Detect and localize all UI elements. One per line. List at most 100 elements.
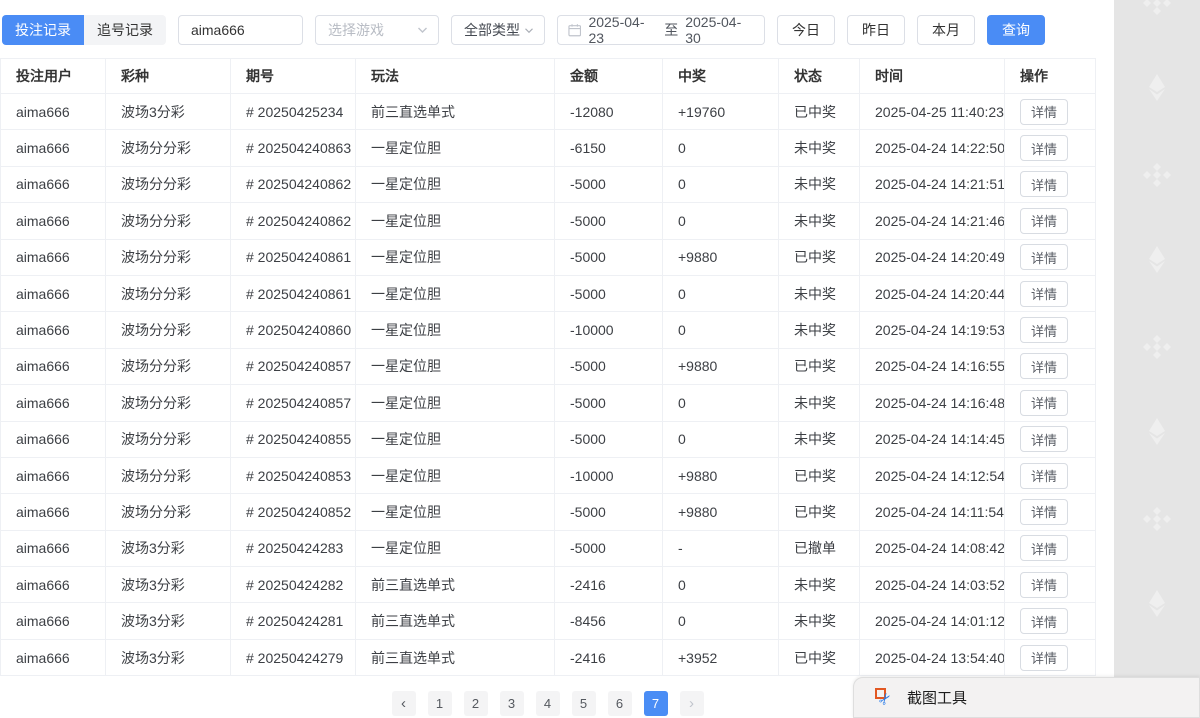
chevron-down-icon [525, 27, 533, 33]
cell-status: 已中奖 [778, 493, 860, 531]
bet-records-table: 投注用户 彩种 期号 玩法 金额 中奖 状态 时间 操作 aima666 波场3… [0, 58, 1096, 677]
cell-action: 详情 [1004, 311, 1096, 349]
cell-issue: # 20250424283 [230, 529, 356, 568]
next-page-button[interactable]: › [679, 691, 704, 716]
detail-button[interactable]: 详情 [1020, 353, 1069, 380]
cell-time: 2025-04-24 13:54:40 [859, 638, 1005, 677]
detail-button[interactable]: 详情 [1020, 280, 1069, 307]
cell-play: 前三直选单式 [355, 602, 555, 640]
cell-play: 一星定位胆 [355, 238, 555, 276]
table-body: aima666 波场3分彩 # 20250425234 前三直选单式 -1208… [0, 92, 1096, 677]
this-month-button[interactable]: 本月 [917, 15, 975, 45]
cell-lottery: 波场分分彩 [105, 384, 231, 422]
cell-status: 已中奖 [778, 456, 860, 495]
date-range-picker[interactable]: 2025-04-23 至 2025-04-30 [557, 14, 765, 46]
page-button-7[interactable]: 7 [643, 691, 668, 716]
page-button-6[interactable]: 6 [607, 691, 632, 716]
cell-amount: -5000 [554, 274, 663, 313]
cell-play: 一星定位胆 [355, 129, 555, 167]
tab-bet-records[interactable]: 投注记录 [2, 15, 84, 45]
cell-status: 已中奖 [778, 238, 860, 276]
page-button-2[interactable]: 2 [463, 691, 488, 716]
cell-user: aima666 [0, 92, 106, 131]
snipping-tool-window[interactable]: ✂ 截图工具 [853, 677, 1200, 718]
page-button-4[interactable]: 4 [535, 691, 560, 716]
snipping-tool-label: 截图工具 [907, 690, 968, 707]
cell-play: 一星定位胆 [355, 529, 555, 568]
cell-issue: # 202504240861 [230, 238, 356, 276]
col-header-amount: 金额 [554, 58, 663, 94]
cell-lottery: 波场分分彩 [105, 347, 231, 386]
cell-user: aima666 [0, 566, 106, 604]
cell-time: 2025-04-24 14:16:55 [859, 347, 1005, 386]
cell-amount: -5000 [554, 493, 663, 531]
game-select[interactable]: 选择游戏 [315, 15, 439, 45]
cell-issue: # 202504240862 [230, 202, 356, 240]
cell-amount: -5000 [554, 238, 663, 276]
table-row: aima666 波场3分彩 # 20250425234 前三直选单式 -1208… [0, 92, 1096, 131]
cell-issue: # 202504240860 [230, 311, 356, 349]
binance-icon [1140, 329, 1174, 363]
cell-lottery: 波场分分彩 [105, 420, 231, 458]
cell-win: 0 [662, 202, 779, 240]
cell-win: +19760 [662, 92, 779, 131]
cell-issue: # 202504240852 [230, 493, 356, 531]
cell-lottery: 波场3分彩 [105, 602, 231, 640]
page-button-1[interactable]: 1 [427, 691, 452, 716]
cell-user: aima666 [0, 384, 106, 422]
detail-button[interactable]: 详情 [1020, 462, 1069, 489]
today-button[interactable]: 今日 [777, 15, 835, 45]
yesterday-button[interactable]: 昨日 [847, 15, 905, 45]
tab-chase-records[interactable]: 追号记录 [84, 15, 166, 45]
detail-button[interactable]: 详情 [1020, 426, 1069, 453]
table-row: aima666 波场3分彩 # 20250424282 前三直选单式 -2416… [0, 566, 1096, 604]
detail-button[interactable]: 详情 [1020, 535, 1069, 562]
cell-user: aima666 [0, 274, 106, 313]
filter-bar: 投注记录 追号记录 选择游戏 全部类型 2025-04-23 至 2025- [2, 14, 1045, 46]
cell-lottery: 波场分分彩 [105, 311, 231, 349]
cell-lottery: 波场3分彩 [105, 529, 231, 568]
type-select[interactable]: 全部类型 [451, 15, 545, 45]
cell-lottery: 波场分分彩 [105, 456, 231, 495]
cell-action: 详情 [1004, 456, 1096, 495]
cell-amount: -5000 [554, 165, 663, 204]
cell-time: 2025-04-24 14:16:48 [859, 384, 1005, 422]
table-row: aima666 波场3分彩 # 20250424279 前三直选单式 -2416… [0, 638, 1096, 677]
cell-play: 一星定位胆 [355, 274, 555, 313]
ethereum-icon [1140, 415, 1174, 449]
cell-time: 2025-04-24 14:22:50 [859, 129, 1005, 167]
page-button-5[interactable]: 5 [571, 691, 596, 716]
cell-lottery: 波场分分彩 [105, 493, 231, 531]
detail-button[interactable]: 详情 [1020, 317, 1069, 344]
detail-button[interactable]: 详情 [1020, 244, 1069, 271]
cell-issue: # 202504240855 [230, 420, 356, 458]
table-row: aima666 波场分分彩 # 202504240860 一星定位胆 -1000… [0, 311, 1096, 349]
detail-button[interactable]: 详情 [1020, 644, 1069, 671]
cell-status: 未中奖 [778, 311, 860, 349]
cell-play: 一星定位胆 [355, 384, 555, 422]
table-row: aima666 波场分分彩 # 202504240855 一星定位胆 -5000… [0, 420, 1096, 458]
detail-button[interactable]: 详情 [1020, 171, 1069, 198]
detail-button[interactable]: 详情 [1020, 207, 1069, 234]
detail-button[interactable]: 详情 [1020, 389, 1069, 416]
cell-user: aima666 [0, 347, 106, 386]
table-header-row: 投注用户 彩种 期号 玩法 金额 中奖 状态 时间 操作 [0, 58, 1096, 94]
cell-user: aima666 [0, 638, 106, 677]
detail-button[interactable]: 详情 [1020, 571, 1069, 598]
cell-issue: # 202504240862 [230, 165, 356, 204]
cell-user: aima666 [0, 456, 106, 495]
type-select-value: 全部类型 [464, 22, 520, 38]
detail-button[interactable]: 详情 [1020, 98, 1069, 125]
username-input[interactable] [191, 22, 290, 38]
cell-amount: -6150 [554, 129, 663, 167]
search-button[interactable]: 查询 [987, 15, 1045, 45]
detail-button[interactable]: 详情 [1020, 608, 1069, 635]
detail-button[interactable]: 详情 [1020, 135, 1069, 162]
page-button-3[interactable]: 3 [499, 691, 524, 716]
cell-time: 2025-04-24 14:11:54 [859, 493, 1005, 531]
cell-time: 2025-04-24 14:21:46 [859, 202, 1005, 240]
cell-status: 未中奖 [778, 602, 860, 640]
prev-page-button[interactable]: ‹ [391, 691, 416, 716]
detail-button[interactable]: 详情 [1020, 498, 1069, 525]
